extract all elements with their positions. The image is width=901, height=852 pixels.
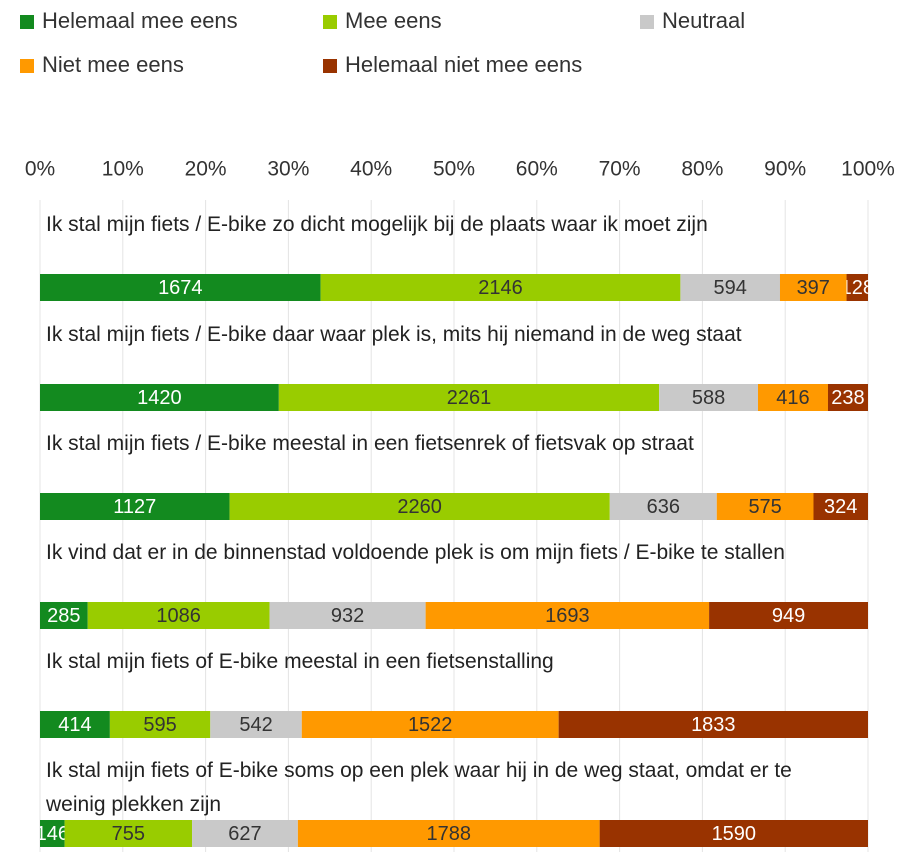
legend-swatch [323, 15, 337, 29]
value-label: 1788 [427, 823, 472, 845]
category-label: Ik stal mijn fiets / E-bike zo dicht mog… [46, 213, 708, 236]
category-label: Ik vind dat er in de binnenstad voldoend… [46, 541, 785, 564]
value-label: 1420 [137, 387, 182, 409]
x-tick-label: 10% [102, 158, 144, 181]
bar-segment [40, 711, 110, 738]
bar-segment [609, 493, 717, 520]
bar-segment [846, 274, 868, 301]
x-tick-label: 30% [267, 158, 309, 181]
x-tick-label: 90% [764, 158, 806, 181]
value-label: 755 [112, 823, 145, 845]
value-label: 1693 [545, 605, 590, 627]
bar-segment [680, 274, 780, 301]
x-tick-label: 60% [516, 158, 558, 181]
x-tick-label: 80% [681, 158, 723, 181]
value-label: 2146 [478, 277, 523, 299]
value-label: 542 [239, 714, 272, 736]
bar-segment [297, 820, 600, 847]
x-tick-label: 70% [599, 158, 641, 181]
legend-swatch [20, 59, 34, 73]
value-label: 932 [331, 605, 364, 627]
value-label: 1833 [691, 714, 736, 736]
value-label: 1086 [156, 605, 201, 627]
legend-label: Mee eens [345, 8, 442, 33]
category-label: Ik stal mijn fiets / E-bike daar waar pl… [46, 323, 742, 346]
value-label: 1522 [408, 714, 453, 736]
value-label: 238 [831, 387, 864, 409]
bar-segment [813, 493, 868, 520]
value-label: 588 [692, 387, 725, 409]
bar-segment [558, 711, 868, 738]
bar-segment [659, 384, 759, 411]
bar-segment [40, 384, 279, 411]
bar-segment [827, 384, 868, 411]
x-tick-label: 40% [350, 158, 392, 181]
bar-segment [758, 384, 828, 411]
category-label: Ik stal mijn fiets / E-bike meestal in e… [46, 432, 694, 455]
bar-segment [192, 820, 298, 847]
value-label: 285 [47, 605, 80, 627]
value-label: 627 [228, 823, 261, 845]
value-label: 595 [143, 714, 176, 736]
value-label: 146 [36, 823, 69, 845]
category-label: Ik stal mijn fiets of E-bike meestal in … [46, 650, 554, 673]
legend-swatch [323, 59, 337, 73]
legend-swatch [640, 15, 654, 29]
bar-segment [210, 711, 302, 738]
legend-swatch [20, 15, 34, 29]
legend-label: Helemaal mee eens [42, 8, 238, 33]
value-label: 2261 [447, 387, 492, 409]
legend-label: Helemaal niet mee eens [345, 52, 582, 77]
value-label: 575 [748, 496, 781, 518]
value-label: 1127 [113, 496, 156, 518]
value-label: 416 [776, 387, 809, 409]
value-label: 1674 [158, 277, 203, 299]
category-label: Ik stal mijn fiets of E-bike soms op een… [46, 759, 792, 816]
bar-segment [40, 274, 321, 301]
bar-segment [779, 274, 847, 301]
value-label: 2260 [397, 496, 442, 518]
bar-segment [40, 493, 230, 520]
x-tick-label: 100% [841, 158, 895, 181]
bar-segment [40, 602, 88, 629]
bar-segment [229, 493, 610, 520]
bar-segment [64, 820, 193, 847]
bar-segment [709, 602, 868, 629]
value-label: 128 [841, 277, 874, 299]
bar-segment [269, 602, 426, 629]
value-label: 949 [772, 605, 805, 627]
value-label: 397 [797, 277, 830, 299]
bar-segment [109, 711, 211, 738]
x-tick-label: 50% [433, 158, 475, 181]
bar-segment [320, 274, 681, 301]
bar-segment [87, 602, 270, 629]
legend-label: Niet mee eens [42, 52, 184, 77]
value-label: 414 [58, 714, 91, 736]
bar-segment [425, 602, 710, 629]
value-label: 1590 [712, 823, 757, 845]
x-tick-label: 20% [185, 158, 227, 181]
value-label: 636 [647, 496, 680, 518]
legend-label: Neutraal [662, 8, 745, 33]
bar-segment [278, 384, 660, 411]
x-tick-label: 0% [25, 158, 55, 181]
bar-segment [599, 820, 868, 847]
bar-segment [716, 493, 814, 520]
bar-segment [40, 820, 65, 847]
bar-segment [301, 711, 559, 738]
value-label: 594 [714, 277, 747, 299]
value-label: 324 [824, 496, 857, 518]
